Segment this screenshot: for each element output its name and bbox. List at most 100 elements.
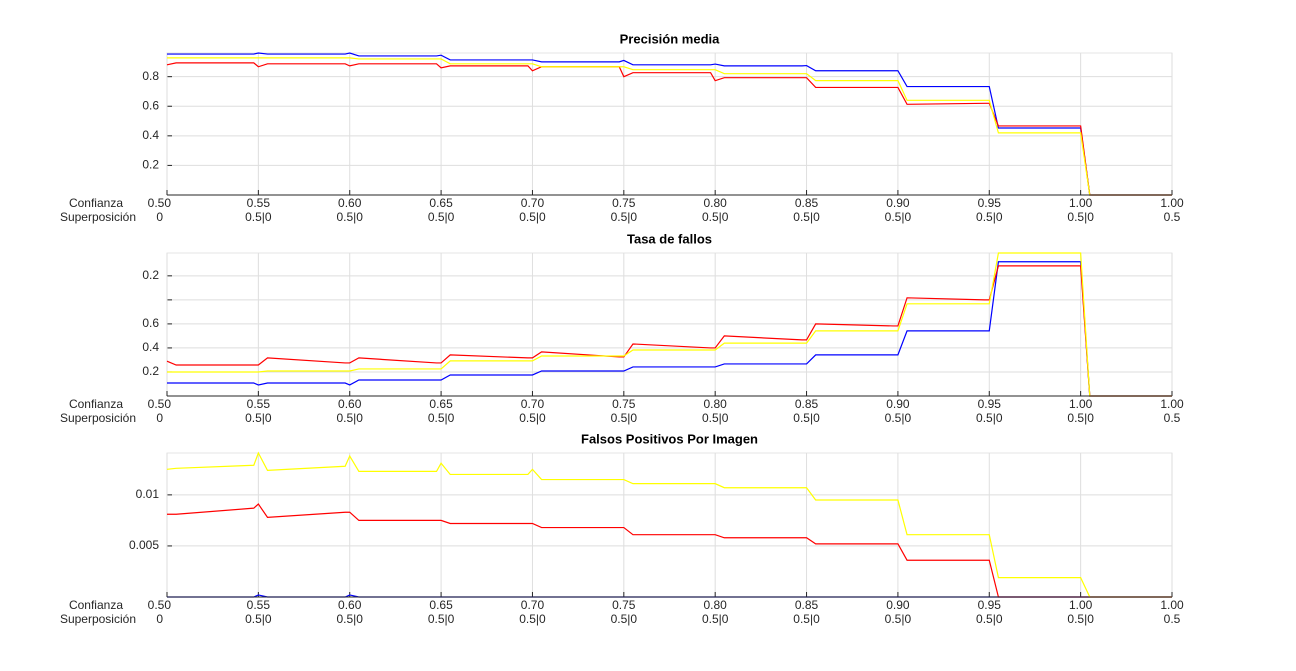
y-tick-label: 0.8 (142, 69, 159, 83)
x-tick-label: 0.50 (148, 196, 172, 210)
x-tick-label: 0.60 (338, 196, 362, 210)
x-tick-label: 0.95 (978, 196, 1002, 210)
plot-area (166, 52, 1173, 196)
y-tick-label: 0.4 (142, 340, 159, 354)
x-tick-label-row2: 0.5|0 (611, 210, 638, 224)
x-tick-label: 0.50 (148, 397, 172, 411)
x-tick-label-row2: 0 (156, 411, 163, 425)
y-tick-label: 0.2 (142, 158, 159, 172)
x-tick-label-row2: 0.5|0 (793, 411, 820, 425)
series-line (167, 52, 1172, 196)
x-tick-label: 1.00 (1069, 598, 1093, 612)
y-tick-label: 0.6 (142, 98, 159, 112)
x-tick-label: 0.65 (429, 397, 453, 411)
x-tick-label-row2: 0.5|0 (428, 411, 455, 425)
x-tick-label-row2: 0.5|0 (245, 210, 272, 224)
x-tick-label: 0.85 (795, 196, 819, 210)
chart-title: Falsos Positivos Por Imagen (581, 431, 758, 446)
x-tick-label: 0.70 (521, 196, 545, 210)
x-row-label: Superposición (60, 411, 136, 425)
x-tick-label-row2: 0.5|0 (245, 612, 272, 626)
y-tick-label: 0.01 (136, 487, 160, 501)
x-tick-label-row2: 0.5|0 (793, 210, 820, 224)
x-tick-label: 0.55 (247, 196, 271, 210)
x-tick-label-row2: 0.5|0 (976, 411, 1003, 425)
series-line (167, 261, 1172, 397)
x-tick-label: 0.80 (704, 598, 728, 612)
x-tick-label-row2: 0.5 (1164, 210, 1181, 224)
x-tick-label: 0.85 (795, 598, 819, 612)
x-tick-label: 0.60 (338, 598, 362, 612)
x-tick-label-row2: 0.5|0 (336, 210, 363, 224)
x-tick-label: 0.70 (521, 598, 545, 612)
x-tick-label: 1.00 (1160, 598, 1184, 612)
x-tick-label-row2: 0.5|0 (336, 411, 363, 425)
y-tick-label: 0.4 (142, 128, 159, 142)
x-tick-label-row2: 0.5|0 (1067, 612, 1094, 626)
x-tick-label: 0.65 (429, 196, 453, 210)
x-tick-label: 0.55 (247, 598, 271, 612)
x-tick-label-row2: 0.5|0 (885, 411, 912, 425)
x-row-label: Confianza (69, 196, 123, 210)
x-tick-label: 0.90 (886, 598, 910, 612)
x-tick-label-row2: 0.5|0 (885, 210, 912, 224)
x-tick-label-row2: 0.5|0 (702, 210, 729, 224)
series-line (166, 265, 1172, 397)
x-tick-label-row2: 0.5|0 (336, 612, 363, 626)
x-tick-label-row2: 0.5|0 (428, 210, 455, 224)
x-tick-label-row2: 0.5 (1164, 411, 1181, 425)
x-tick-label-row2: 0.5|0 (1067, 411, 1094, 425)
x-tick-label: 0.50 (148, 598, 172, 612)
x-tick-label: 0.75 (612, 196, 636, 210)
x-tick-label-row2: 0.5|0 (976, 210, 1003, 224)
x-tick-label-row2: 0.5|0 (519, 210, 546, 224)
x-tick-label: 0.55 (247, 397, 271, 411)
x-tick-label: 0.85 (795, 397, 819, 411)
x-tick-label: 0.80 (704, 397, 728, 411)
x-tick-label: 0.90 (886, 196, 910, 210)
x-tick-label: 1.00 (1160, 397, 1184, 411)
chart-title: Precisión media (620, 31, 720, 46)
x-tick-label: 1.00 (1160, 196, 1184, 210)
x-tick-label-row2: 0.5|0 (611, 612, 638, 626)
plot-area (166, 252, 1173, 397)
y-tick-label: 0.6 (142, 316, 159, 330)
series-line (167, 503, 1172, 598)
chart-title: Tasa de fallos (627, 231, 712, 246)
x-tick-label: 0.70 (521, 397, 545, 411)
x-tick-label: 0.95 (978, 598, 1002, 612)
x-tick-label-row2: 0.5|0 (793, 612, 820, 626)
x-row-label: Confianza (69, 397, 123, 411)
x-tick-label-row2: 0 (156, 210, 163, 224)
y-tick-label: 0.005 (129, 538, 159, 552)
x-row-label: Superposición (60, 612, 136, 626)
x-tick-label-row2: 0.5|0 (702, 612, 729, 626)
x-tick-label-row2: 0.5|0 (611, 411, 638, 425)
x-tick-label: 0.65 (429, 598, 453, 612)
x-tick-label: 0.95 (978, 397, 1002, 411)
x-tick-label-row2: 0.5|0 (1067, 210, 1094, 224)
x-tick-label: 0.60 (338, 397, 362, 411)
x-tick-label: 1.00 (1069, 397, 1093, 411)
x-row-label: Confianza (69, 598, 123, 612)
y-tick-label: 0.2 (142, 364, 159, 378)
x-tick-label-row2: 0.5|0 (976, 612, 1003, 626)
series-line (166, 62, 1172, 196)
y-tick-label: 0.2 (142, 268, 159, 282)
x-tick-label-row2: 0.5|0 (519, 612, 546, 626)
series-line (166, 451, 1172, 598)
x-tick-label-row2: 0.5|0 (702, 411, 729, 425)
x-tick-label: 0.80 (704, 196, 728, 210)
x-tick-label-row2: 0.5|0 (519, 411, 546, 425)
x-tick-label: 0.75 (612, 397, 636, 411)
x-tick-label: 1.00 (1069, 196, 1093, 210)
x-tick-label-row2: 0 (156, 612, 163, 626)
x-tick-label-row2: 0.5|0 (885, 612, 912, 626)
x-tick-label-row2: 0.5 (1164, 612, 1181, 626)
x-tick-label-row2: 0.5|0 (245, 411, 272, 425)
x-tick-label-row2: 0.5|0 (428, 612, 455, 626)
series-line (167, 57, 1172, 196)
series-line (167, 252, 1172, 397)
x-row-label: Superposición (60, 210, 136, 224)
